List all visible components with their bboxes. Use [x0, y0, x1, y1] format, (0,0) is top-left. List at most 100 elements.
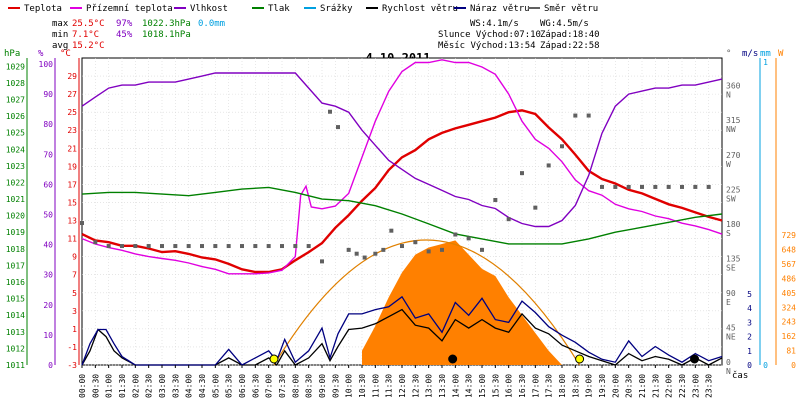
tick-x: 04:00 — [185, 374, 194, 398]
tick-x: 20:30 — [625, 374, 634, 398]
tick-direction: 0 — [726, 358, 731, 367]
tick-humidity: 30 — [43, 271, 53, 280]
tick-x: 22:00 — [665, 374, 674, 398]
info-sun: Slunce Východ:07:10 — [438, 30, 541, 40]
tick-direction: 90 — [726, 289, 736, 298]
wind-direction-point — [653, 184, 658, 189]
tick-solar: 324 — [782, 303, 797, 312]
tick-solar: 81 — [786, 347, 796, 356]
legend-label: Vlhkost — [190, 4, 228, 14]
wind-direction-point — [466, 236, 471, 241]
series-line — [81, 186, 723, 245]
tick-humidity: 50 — [43, 211, 53, 220]
tick-temperature: 5 — [72, 289, 77, 298]
tick-solar: 648 — [782, 246, 797, 255]
tick-x: 21:30 — [651, 374, 660, 398]
tick-temperature: 29 — [67, 72, 77, 81]
wind-direction-point — [626, 184, 631, 189]
stat-min-pressure: 1018.1hPa — [142, 30, 191, 40]
tick-direction: 45 — [726, 323, 736, 332]
stat-min-humidity: 45% — [116, 30, 133, 40]
tick-solar: 729 — [782, 231, 797, 240]
tick-x: 16:00 — [505, 374, 514, 398]
tick-pressure: 1019 — [6, 228, 25, 237]
wind-direction-point — [160, 244, 164, 249]
plot-area — [80, 57, 723, 367]
tick-direction: 225 — [726, 185, 741, 194]
tick-x: 03:30 — [171, 374, 180, 398]
wind-direction-point — [453, 232, 458, 237]
tick-x: 22:30 — [678, 374, 687, 398]
tick-x: 17:30 — [545, 374, 554, 398]
legend-label: Směr větru — [544, 4, 598, 14]
tick-pressure: 1029 — [6, 62, 25, 71]
tick-temperature: 17 — [67, 180, 77, 189]
tick-x: 03:00 — [158, 374, 167, 398]
wind-direction-point — [440, 247, 444, 252]
tick-pressure: 1017 — [6, 261, 25, 270]
tick-x: 06:00 — [238, 374, 247, 398]
stat-min-temp: 7.1°C — [72, 30, 99, 40]
tick-direction-letter: N — [726, 367, 731, 376]
tick-x: 00:30 — [91, 374, 100, 398]
tick-solar: 243 — [782, 318, 797, 327]
tick-temperature: 1 — [72, 325, 77, 334]
tick-x: 01:00 — [105, 374, 114, 398]
tick-pressure: 1025 — [6, 129, 25, 138]
tick-x: 04:30 — [198, 374, 207, 398]
tick-x: 07:00 — [265, 374, 274, 398]
tick-x: 19:30 — [598, 374, 607, 398]
tick-temperature: 3 — [72, 307, 77, 316]
tick-x: 19:00 — [585, 374, 594, 398]
legend-label: Náraz větru — [470, 4, 530, 14]
tick-humidity: 20 — [43, 301, 53, 310]
tick-pressure: 1014 — [6, 311, 25, 320]
tick-solar: 567 — [782, 260, 797, 269]
wind-direction-point — [266, 244, 271, 249]
axis-direction-label: ° — [726, 49, 731, 59]
wind-direction-point — [600, 184, 604, 189]
stat-min-label: min — [52, 30, 68, 40]
tick-pressure: 1015 — [6, 295, 25, 304]
tick-humidity: 40 — [43, 241, 53, 250]
tick-pressure: 1028 — [6, 79, 25, 88]
tick-temperature: 19 — [67, 162, 77, 171]
wind-direction-point — [680, 184, 684, 189]
tick-direction: 270 — [726, 151, 741, 160]
sunrise-marker — [269, 354, 279, 364]
wind-direction-point — [328, 109, 332, 114]
wind-direction-point — [173, 244, 178, 249]
info-sunset: Západ:18:40 — [540, 30, 600, 40]
tick-pressure: 1018 — [6, 245, 25, 254]
tick-solar: 0 — [791, 361, 796, 370]
info-wg: WG:4.5m/s — [540, 19, 589, 29]
tick-x: 11:30 — [385, 374, 394, 398]
wind-direction-point — [146, 244, 151, 249]
tick-temperature: -1 — [67, 343, 77, 352]
tick-wind: 0 — [747, 361, 752, 370]
tick-direction-letter: NW — [726, 125, 736, 134]
wind-direction-point — [200, 244, 204, 249]
stat-avg-label: avg — [52, 41, 68, 51]
tick-pressure: 1016 — [6, 278, 25, 287]
tick-direction: 315 — [726, 116, 741, 125]
stat-max-rain: 0.0mm — [198, 19, 225, 29]
stat-max-humidity: 97% — [116, 19, 133, 29]
wind-direction-point — [693, 184, 698, 189]
tick-x: 17:00 — [531, 374, 540, 398]
tick-temperature: 15 — [67, 198, 77, 207]
moonset-marker — [690, 354, 700, 364]
wind-direction-point — [506, 217, 511, 222]
wind-direction-point — [106, 244, 111, 249]
info-ws: WS:4.1m/s — [470, 19, 519, 29]
tick-x: 11:00 — [371, 374, 380, 398]
tick-direction-letter: NE — [726, 332, 736, 341]
wind-direction-point — [613, 184, 618, 189]
tick-x: 18:30 — [571, 374, 580, 398]
tick-x: 16:30 — [518, 374, 527, 398]
tick-temperature: 11 — [67, 235, 77, 244]
axis-temperature-label: °C — [60, 49, 71, 59]
wind-direction-point — [354, 251, 359, 256]
tick-direction-letter: N — [726, 91, 731, 100]
legend-label: Přízemní teplota — [86, 4, 173, 14]
